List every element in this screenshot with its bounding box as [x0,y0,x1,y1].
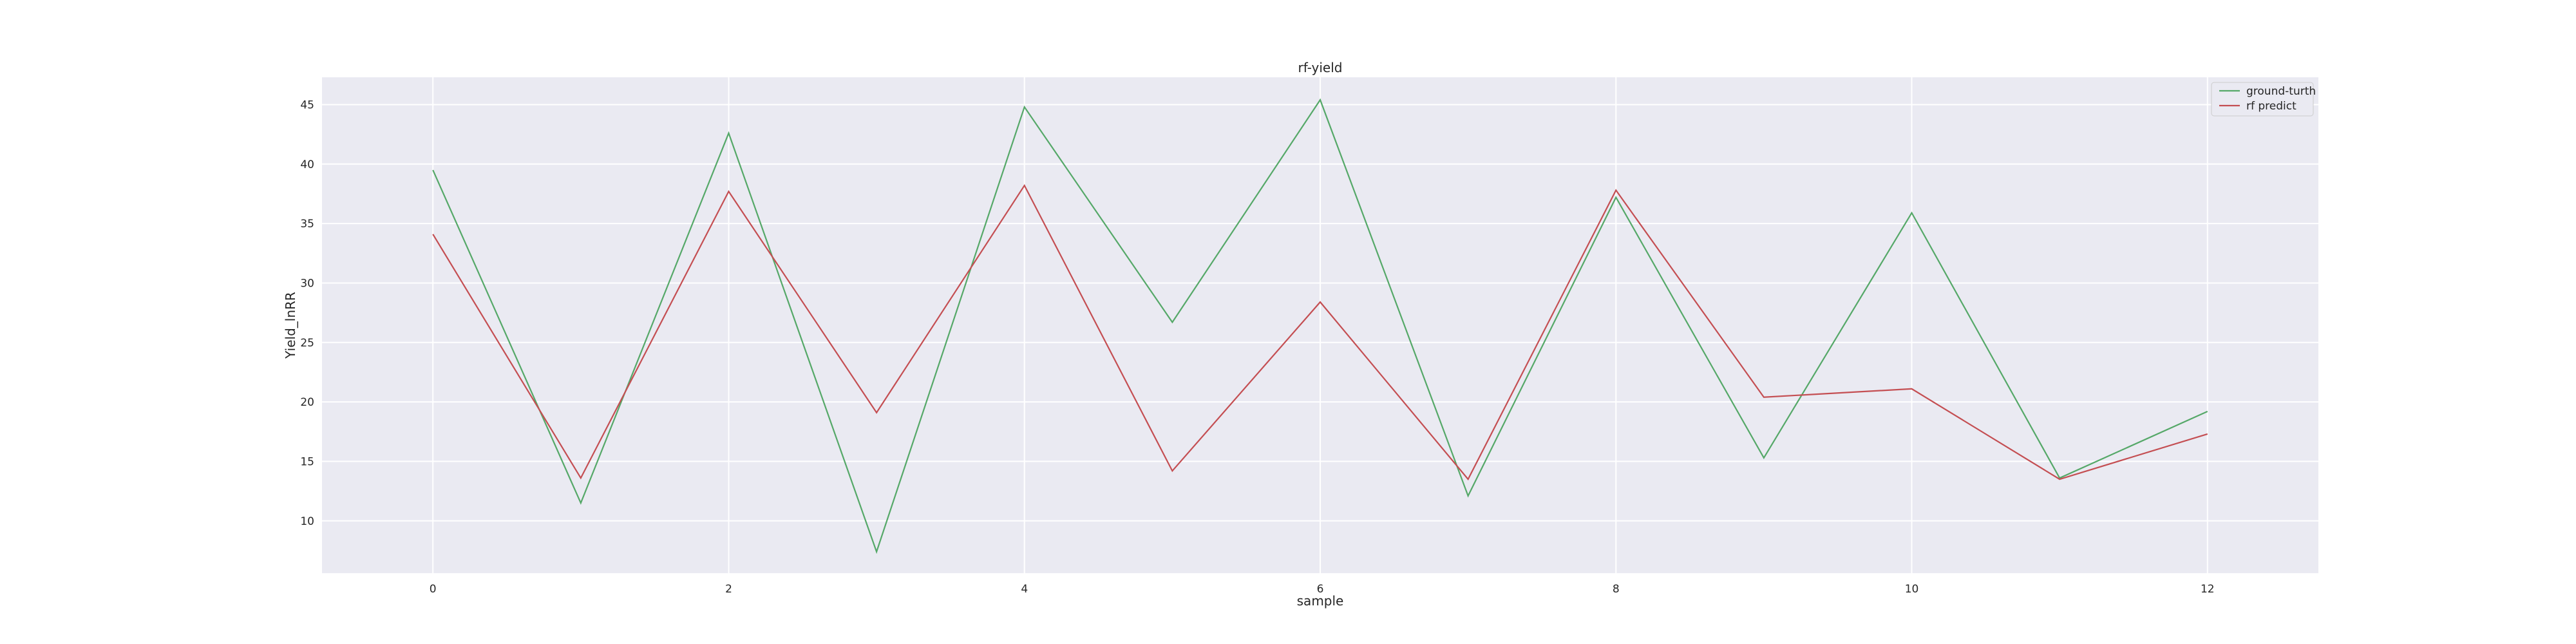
y-tick-label: 15 [300,455,314,468]
y-tick-label: 45 [300,99,314,111]
x-axis-label: sample [1297,593,1344,609]
x-tick-label: 8 [1613,583,1620,596]
grid [322,77,2318,573]
y-tick-label: 40 [300,158,314,171]
legend: ground-turth rf predict [2211,82,2316,117]
series-line-rf-predict [432,184,2208,481]
x-tick-label: 12 [2201,583,2215,596]
y-tick-label: 30 [300,277,314,290]
legend-label-rf-predict: rf predict [2246,100,2297,113]
y-tick-label: 25 [300,337,314,350]
x-tick-label: 4 [1021,583,1028,596]
x-tick-label: 10 [1905,583,1919,596]
x-tick-labels: 0 2 4 6 8 10 12 [430,583,2215,596]
x-tick-label: 0 [430,583,437,596]
x-tick-label: 6 [1317,583,1324,596]
series-line-ground-turth [432,98,2208,554]
series-lines [432,98,2208,554]
y-tick-label: 35 [300,218,314,231]
y-axis-label: Yield_lnRR [283,292,298,359]
y-tick-labels: 10 15 20 25 30 35 40 45 [300,99,314,527]
y-tick-label: 10 [300,515,314,528]
y-tick-label: 20 [300,396,314,409]
x-tick-label: 2 [725,583,732,596]
legend-label-ground-turth: ground-turth [2246,85,2316,98]
chart-title: rf-yield [1298,60,1343,75]
